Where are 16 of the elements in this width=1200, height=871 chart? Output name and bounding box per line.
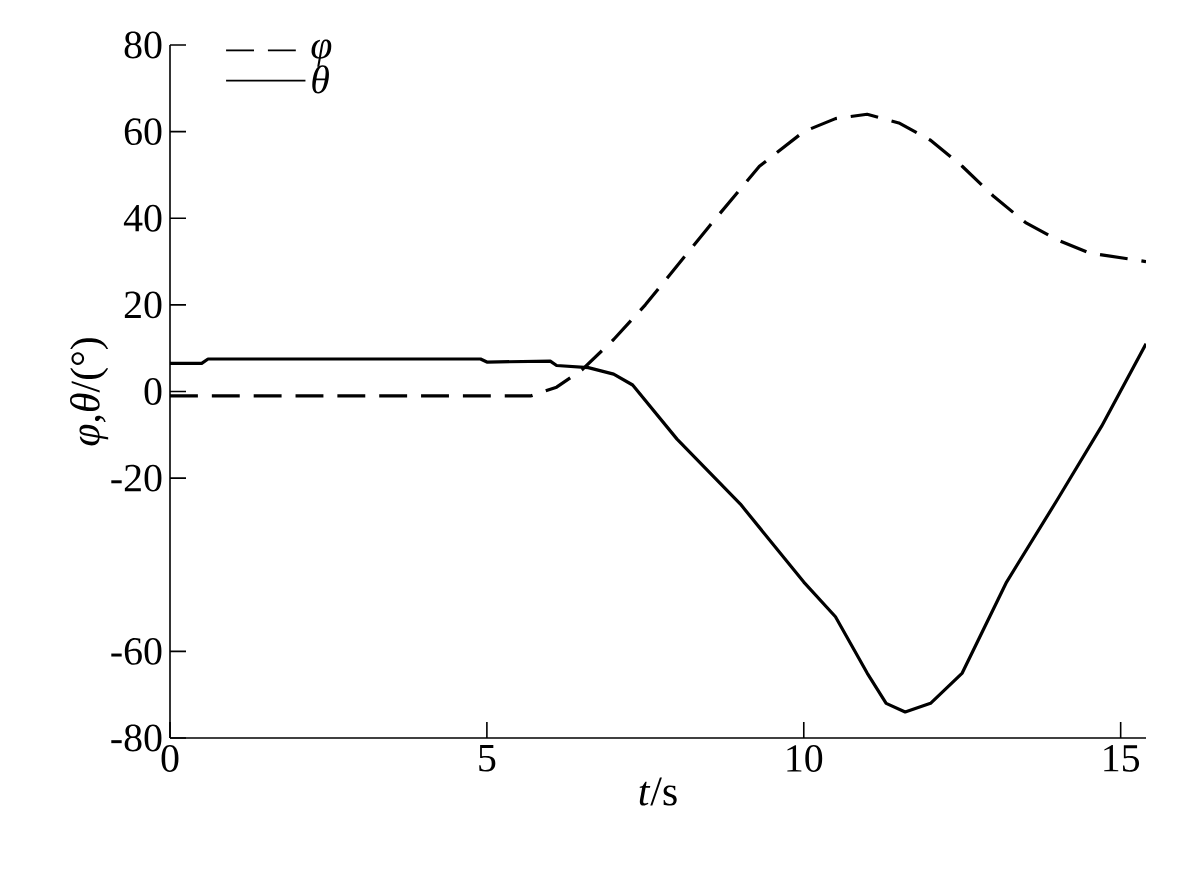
y-axis-title: φ,θ/(°) [70, 338, 109, 446]
y-tick-label: 80 [124, 31, 162, 59]
y-tick-label: 0 [144, 378, 162, 405]
x-axis-title: t/s [639, 777, 677, 806]
x-tick-label: 15 [1104, 745, 1140, 772]
legend-label: φ [311, 39, 332, 67]
x-tick-label: 10 [787, 745, 823, 772]
y-tick-label: 20 [124, 291, 162, 319]
y-tick-label: -60 [111, 637, 162, 665]
y-tick-label: 60 [124, 118, 162, 146]
x-tick-label: 0 [161, 745, 179, 772]
y-tick-label: -20 [111, 464, 162, 492]
y-tick-label: -80 [111, 724, 162, 752]
x-tick-label: 5 [479, 745, 496, 772]
y-tick-label: 40 [123, 204, 162, 232]
legend-label: θ [312, 65, 329, 94]
